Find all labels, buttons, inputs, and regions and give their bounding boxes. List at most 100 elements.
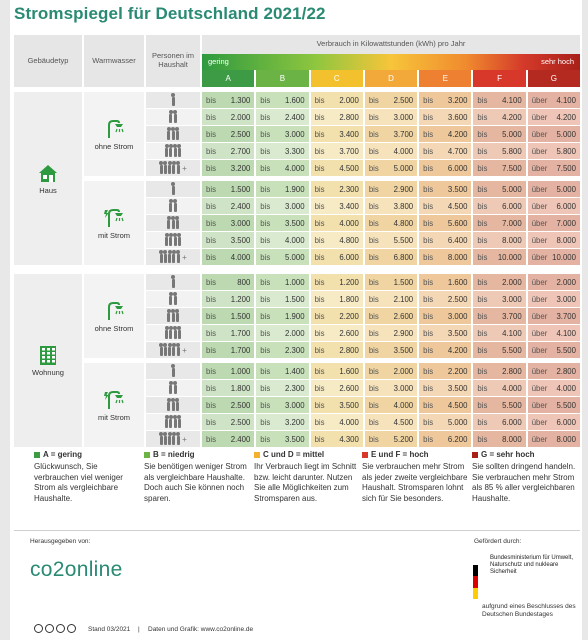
- legend-heading-text: A = gering: [43, 450, 83, 459]
- value-cell: über 5.500: [527, 342, 580, 358]
- value-cell: bis 1.600: [310, 363, 363, 379]
- value-cell: bis 5.000: [256, 249, 309, 265]
- person-icon: [176, 342, 181, 356]
- value-cell: bis 2.700: [202, 143, 255, 159]
- apartment-building-icon: [40, 346, 56, 365]
- water-label-haus-ohne: ohne Strom: [84, 92, 144, 176]
- value-cell: bis 1.900: [256, 181, 309, 197]
- legend-item: B = niedrig Sie benötigen weniger Strom a…: [144, 450, 254, 505]
- persons-icon-group: [146, 325, 200, 341]
- value-cell: bis 2.800: [310, 342, 363, 358]
- value-cell: über 7.500: [527, 160, 580, 176]
- value-cell: bis 2.800: [310, 109, 363, 125]
- water-type-text: ohne Strom: [94, 141, 134, 151]
- value-cell: über 4.000: [527, 380, 580, 396]
- value-cell: bis 1.500: [364, 274, 418, 290]
- class-label-d: D: [364, 70, 418, 87]
- person-icon: [171, 363, 175, 377]
- water-label-wohnung-mit: mit Strom: [84, 363, 144, 447]
- value-cell: bis 4.000: [202, 249, 255, 265]
- value-cell: bis 4.800: [364, 215, 418, 231]
- value-cell: bis 5.800: [473, 143, 526, 159]
- value-cell: bis 4.800: [310, 232, 363, 248]
- persons-icon-group: [146, 181, 200, 197]
- building-type-text: Haus: [39, 186, 57, 195]
- value-cell: bis 2.300: [256, 342, 309, 358]
- person-icon: [173, 325, 178, 339]
- person-icon: [173, 198, 178, 212]
- person-icon: [168, 232, 173, 246]
- person-icon: [164, 414, 169, 428]
- legend-color-square-icon: [34, 452, 40, 459]
- value-cell: über 4.200: [527, 109, 580, 125]
- person-icon: [163, 160, 168, 174]
- table-row: bis 1.500 bis 1.900 bis 2.300 bis 2.900 bis 3.500…: [146, 181, 580, 197]
- ministry-name: Bundesministerium für Umwelt, Naturschut…: [490, 555, 574, 576]
- value-cell: über 6.000: [527, 198, 580, 214]
- legend-heading-text: B = niedrig: [153, 450, 195, 459]
- value-cell: bis 4.500: [364, 414, 418, 430]
- value-cell: bis 1.200: [202, 291, 255, 307]
- persons-icon-group: [146, 363, 200, 379]
- value-cell: bis 5.000: [473, 181, 526, 197]
- co2online-logo: co2online: [30, 558, 123, 581]
- person-icon: [166, 397, 171, 411]
- persons-icon-group: [146, 143, 200, 159]
- person-icon: [177, 143, 182, 157]
- value-cell: bis 3.500: [364, 342, 418, 358]
- value-cell: bis 3.600: [419, 109, 472, 125]
- person-icon: [173, 380, 178, 394]
- creative-commons-icons: [34, 624, 76, 633]
- scale-label-sehr-hoch: sehr hoch: [541, 57, 574, 66]
- legend-color-square-icon: [254, 452, 260, 459]
- table-row: + bis 3.200 bis 4.000 bis 4.500 bis 5.000 bis 6.00…: [146, 160, 580, 176]
- value-cell: bis 5.500: [364, 232, 418, 248]
- legend-item: G = sehr hoch Sie sollten dringend handel…: [472, 450, 582, 505]
- person-icon: [175, 126, 180, 140]
- table-row: bis 2.700 bis 3.300 bis 3.700 bis 4.000 bis 4.700…: [146, 143, 580, 159]
- value-cell: bis 1.700: [202, 342, 255, 358]
- value-cell: bis 3.500: [419, 380, 472, 396]
- value-cell: bis 2.400: [202, 198, 255, 214]
- table-row: bis 2.500 bis 3.200 bis 4.000 bis 4.500 bis 5.000…: [146, 414, 580, 430]
- legend-heading-text: E und F = hoch: [371, 450, 429, 459]
- value-cell: bis 2.300: [256, 380, 309, 396]
- value-cell: bis 2.000: [310, 92, 363, 108]
- value-cell: bis 1.800: [310, 291, 363, 307]
- publisher-label: Herausgegeben von:: [30, 538, 91, 545]
- value-cell: bis 3.400: [310, 198, 363, 214]
- person-icon: [168, 380, 173, 394]
- nd-icon: [67, 624, 76, 633]
- class-label-b: B: [256, 70, 309, 87]
- german-flag-icon: [473, 565, 478, 599]
- person-icon: [171, 308, 175, 322]
- legend-description: Glückwunsch, Sie verbrauchen viel wenige…: [34, 461, 123, 504]
- value-cell: bis 4.500: [419, 198, 472, 214]
- person-icon: [176, 431, 181, 445]
- value-cell: bis 3.000: [364, 380, 418, 396]
- value-cell: bis 1.600: [256, 92, 309, 108]
- value-cell: bis 7.000: [473, 215, 526, 231]
- persons-icon-group: [146, 232, 200, 248]
- legend-color-square-icon: [472, 452, 478, 459]
- header-personen: Personen im Haushalt: [146, 35, 200, 87]
- value-cell: bis 1.500: [202, 308, 255, 324]
- value-cell: bis 3.200: [202, 160, 255, 176]
- person-icon: [177, 232, 182, 246]
- plus-icon: +: [182, 434, 187, 444]
- value-cell: bis 1.200: [310, 274, 363, 290]
- person-icon: [163, 249, 168, 263]
- legend-color-square-icon: [144, 452, 150, 459]
- header-verbrauch: Verbrauch in Kilowattstunden (kWh) pro J…: [202, 35, 580, 54]
- value-cell: bis 7.500: [473, 160, 526, 176]
- value-cell: bis 3.400: [310, 126, 363, 142]
- table-row: bis 2.000 bis 2.400 bis 2.800 bis 3.000 bis 3.600…: [146, 109, 580, 125]
- value-cell: bis 10.000: [473, 249, 526, 265]
- value-cell: bis 5.000: [473, 126, 526, 142]
- value-cell: bis 1.800: [202, 380, 255, 396]
- value-cell: bis 1.000: [256, 274, 309, 290]
- water-type-text: mit Strom: [97, 230, 131, 240]
- value-cell: bis 5.200: [364, 431, 418, 447]
- value-cell: bis 3.500: [419, 181, 472, 197]
